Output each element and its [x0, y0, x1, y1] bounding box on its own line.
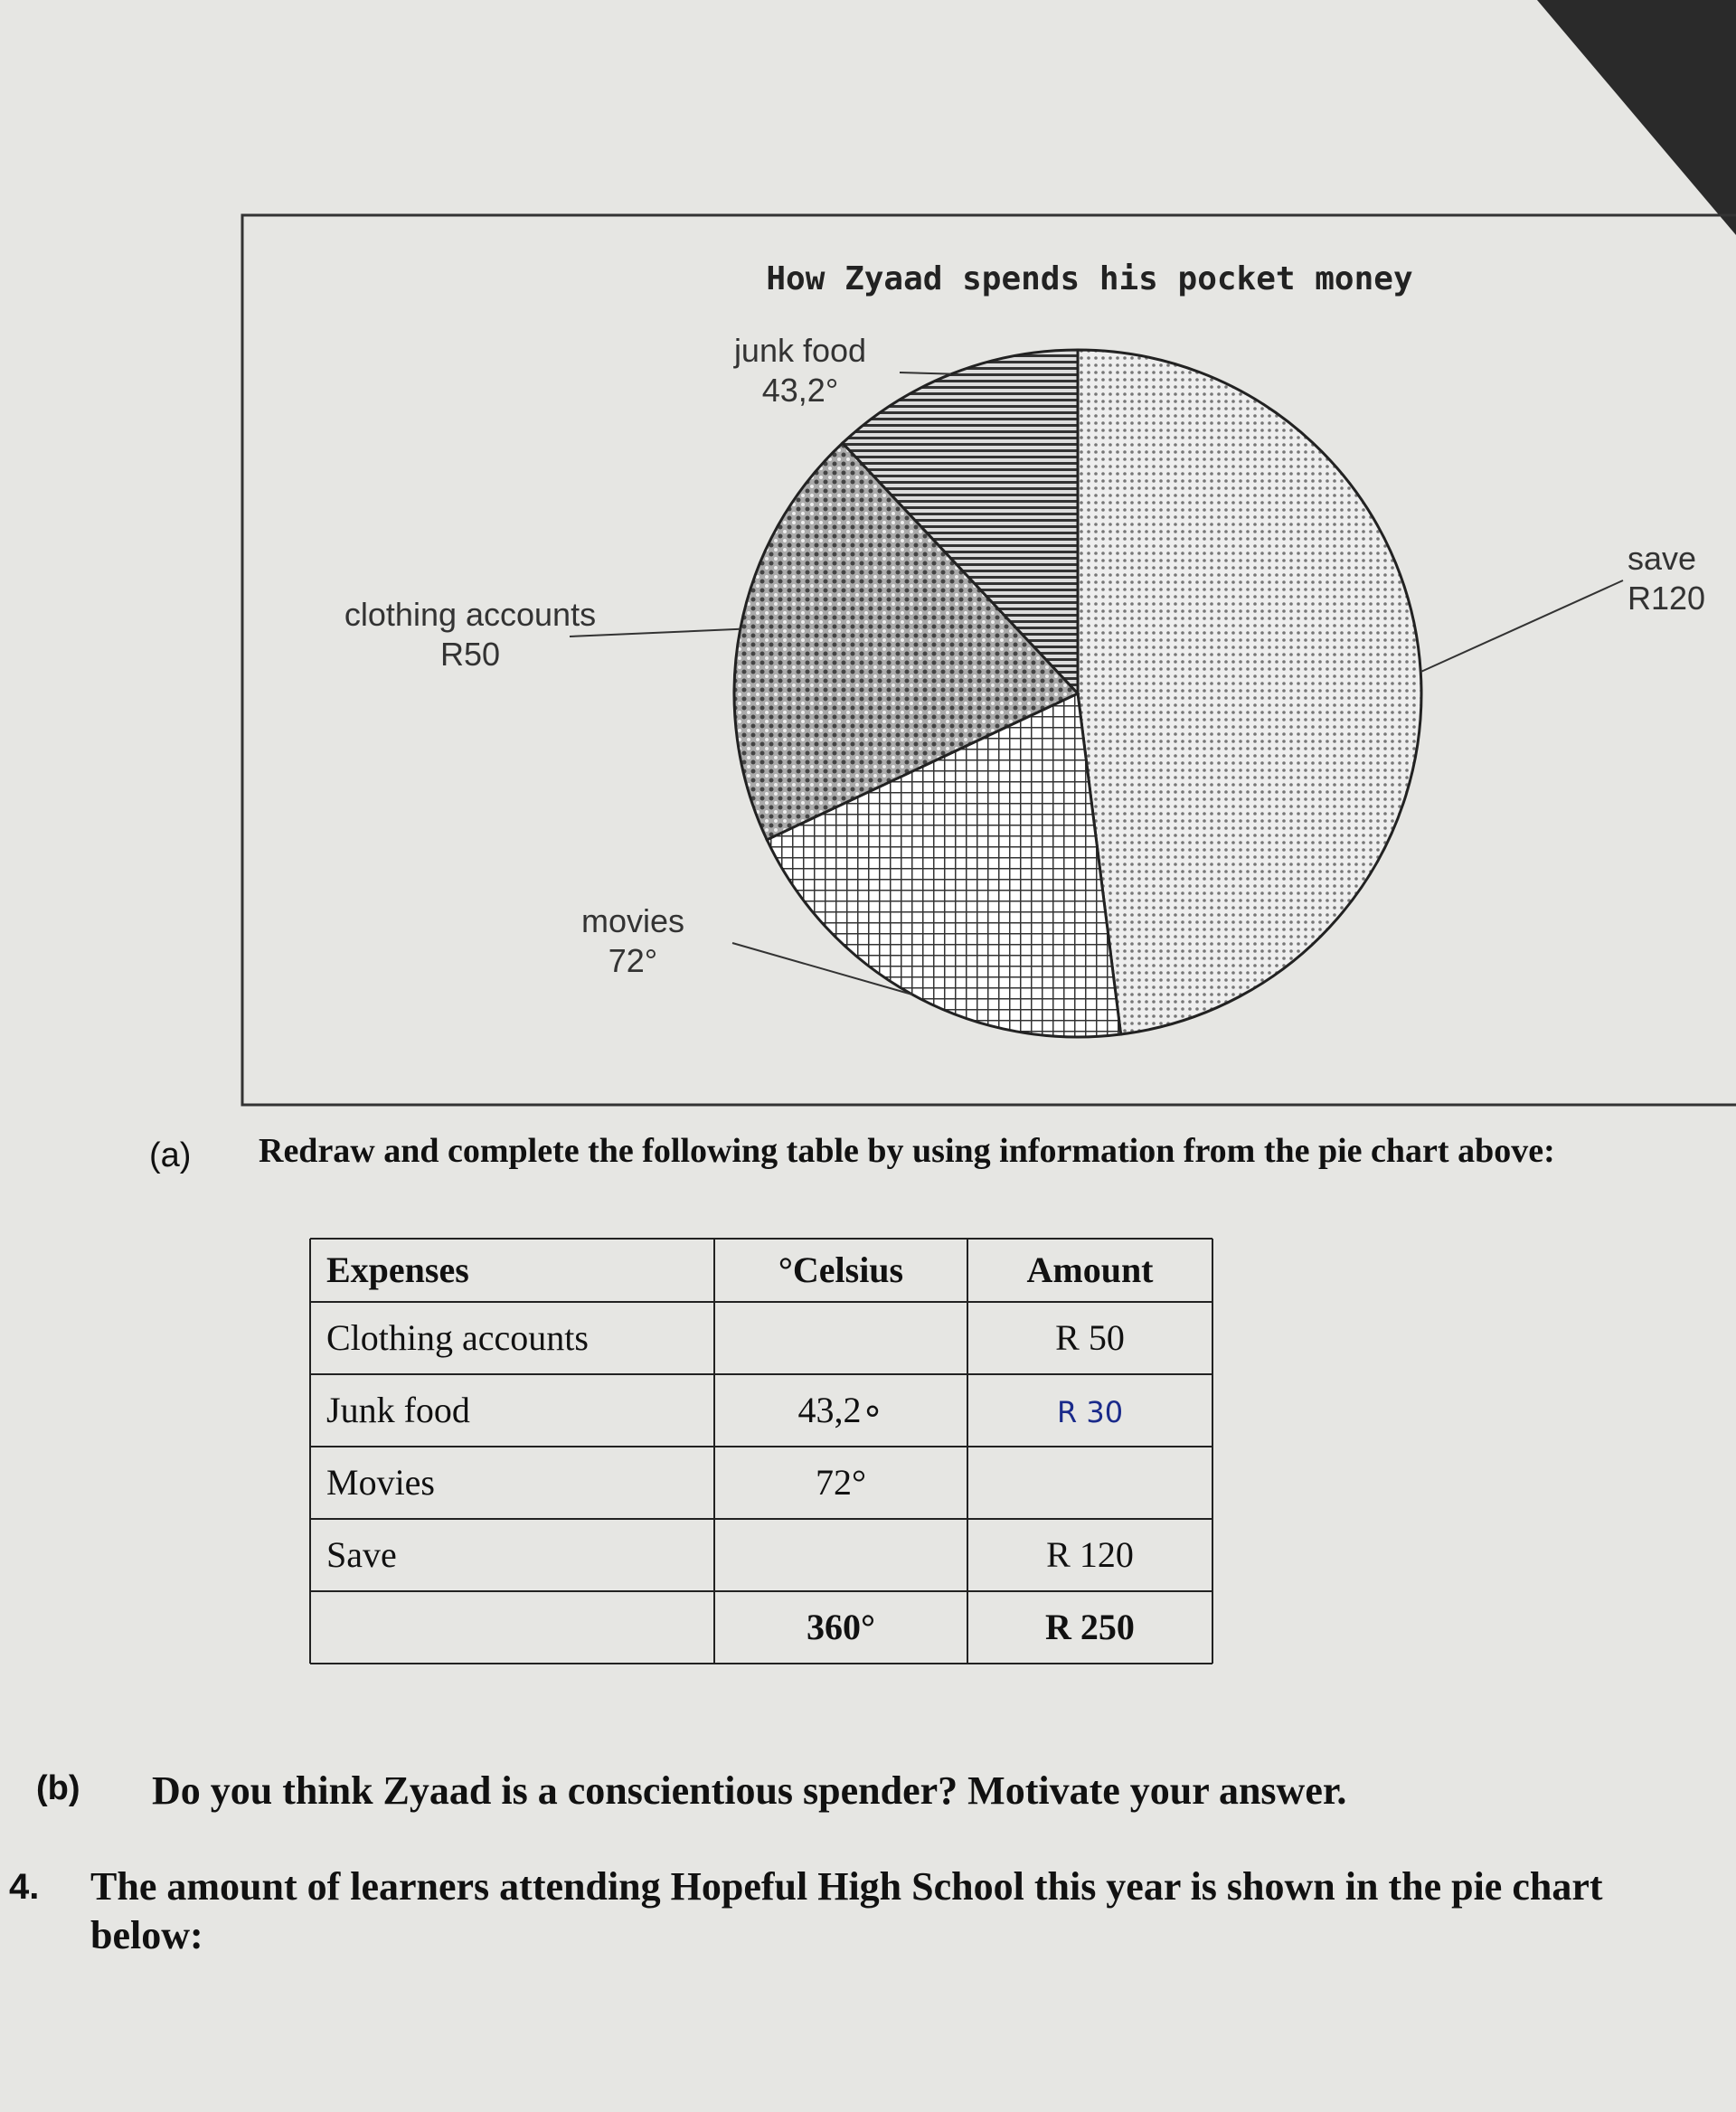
- table-cell: Junk food: [326, 1390, 470, 1430]
- table-cell: R 30: [1057, 1395, 1123, 1429]
- slice-label: junk food: [733, 332, 866, 369]
- question-text: Do you think Zyaad is a conscientious sp…: [152, 1768, 1346, 1813]
- table-cell: Expenses: [326, 1249, 469, 1290]
- question-text: The amount of learners attending Hopeful…: [90, 1864, 1603, 1957]
- slice-label: clothing accounts: [344, 596, 596, 633]
- leader-line: [569, 627, 741, 637]
- table-cell: 43,2∘: [797, 1390, 883, 1430]
- slice-value-label: 43,2°: [762, 372, 838, 409]
- question-text-box: The amount of learners attending Hopeful…: [90, 1864, 1603, 1957]
- table-cell: Clothing accounts: [326, 1317, 589, 1358]
- question-number: 4.: [9, 1867, 39, 1907]
- table-cell: R 50: [1055, 1317, 1125, 1358]
- table: Expenses °Celsius Amount Clothing accounts R…: [309, 1238, 1213, 1664]
- leader-line: [731, 942, 913, 995]
- slice-value-label: R120: [1628, 580, 1705, 617]
- slice-label: movies: [581, 902, 684, 939]
- table-cell: Amount: [1026, 1249, 1154, 1290]
- pie-slice: [732, 440, 1080, 842]
- slice-label: save: [1628, 540, 1696, 577]
- background-corner: [1537, 0, 1736, 235]
- leader-line: [899, 372, 952, 375]
- question-number: (b): [36, 1769, 80, 1807]
- table-cell: Movies: [326, 1462, 435, 1503]
- table-cell: °Celsius: [778, 1249, 903, 1290]
- pie-slice: [1076, 348, 1423, 1036]
- table-cell: R 250: [1045, 1607, 1135, 1647]
- chart-title: How Zyaad spends his pocket money: [766, 260, 1412, 297]
- table-cell: 360°: [807, 1607, 875, 1647]
- question-text-box: Redraw and complete the following table …: [259, 1132, 1555, 1170]
- table-cell: Save: [326, 1534, 397, 1575]
- leader-line: [1420, 580, 1624, 674]
- slice-value-label: R50: [440, 636, 500, 673]
- chart-frame: [241, 213, 1736, 1107]
- slice-value-label: 72°: [609, 942, 657, 979]
- pie-slice: [765, 691, 1123, 1039]
- table-cell: 72°: [816, 1462, 866, 1503]
- question-text: Redraw and complete the following table …: [259, 1132, 1555, 1170]
- table-cell: R 120: [1046, 1534, 1134, 1575]
- question-number: (a): [149, 1136, 191, 1174]
